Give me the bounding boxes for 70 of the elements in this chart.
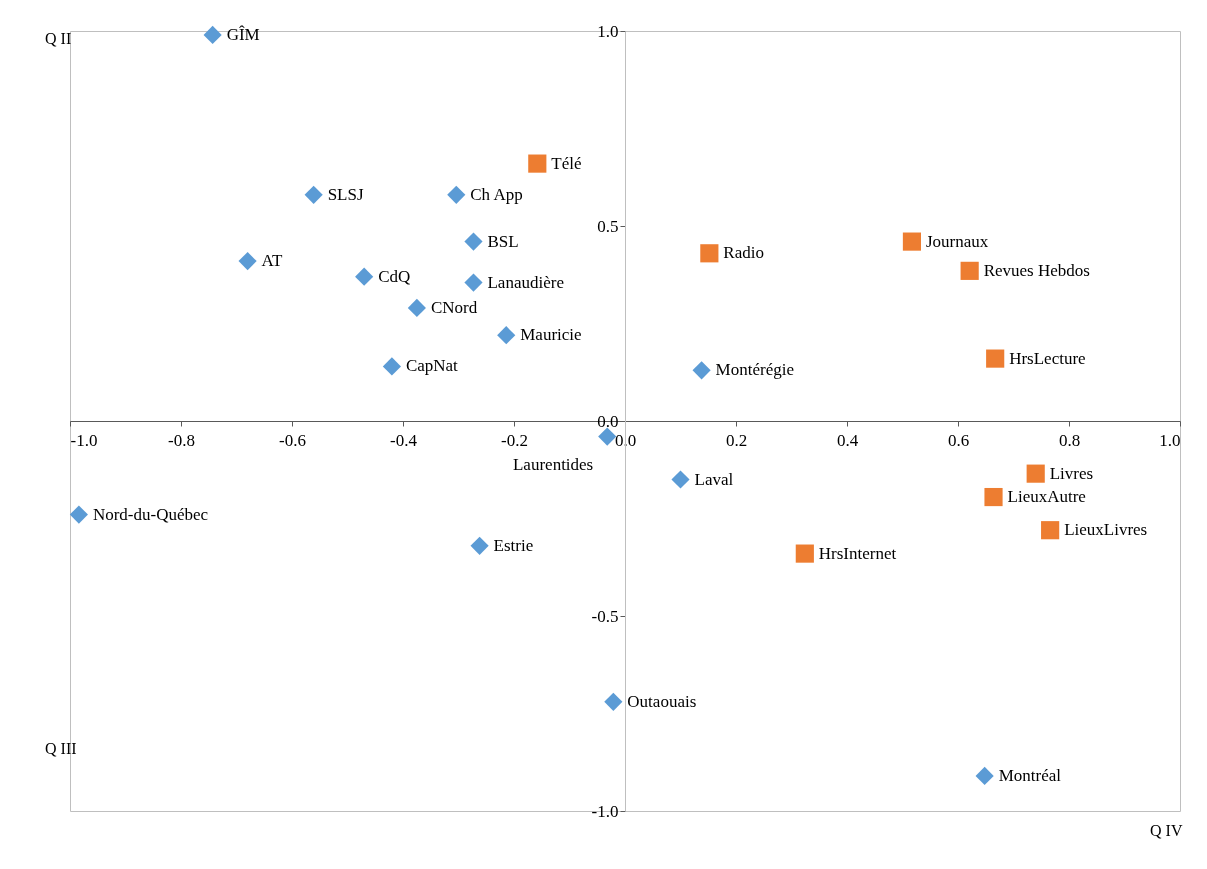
data-label: Montérégie bbox=[715, 360, 794, 380]
data-label: HrsLecture bbox=[1009, 348, 1086, 368]
point bbox=[975, 766, 994, 785]
point bbox=[671, 470, 690, 489]
data-label: Nord-du-Québec bbox=[92, 504, 209, 524]
x-tick-label: 0.4 bbox=[836, 430, 859, 450]
data-label: LieuxLivres bbox=[1064, 520, 1148, 540]
x-tick-label: 0.6 bbox=[947, 430, 970, 450]
point bbox=[447, 185, 466, 204]
data-label: CNord bbox=[430, 297, 478, 317]
data-label: BSL bbox=[487, 231, 519, 251]
data-label: Revues Hebdos bbox=[983, 260, 1090, 280]
point bbox=[304, 185, 323, 204]
data-label: GÎM bbox=[226, 24, 260, 44]
point bbox=[604, 692, 623, 711]
x-tick-label: -0.4 bbox=[390, 430, 418, 450]
data-label: LieuxAutre bbox=[1007, 487, 1086, 507]
point bbox=[598, 427, 617, 446]
data-label: CdQ bbox=[378, 266, 411, 286]
data-label: HrsInternet bbox=[818, 543, 897, 563]
data-label: Estrie bbox=[493, 535, 534, 555]
point bbox=[902, 232, 922, 251]
point bbox=[497, 326, 516, 345]
annotation: Q II bbox=[45, 30, 72, 47]
point bbox=[984, 487, 1003, 507]
data-label: CapNat bbox=[405, 356, 459, 376]
point bbox=[528, 154, 547, 173]
point bbox=[1041, 521, 1060, 540]
y-tick-label: -0.5 bbox=[591, 606, 619, 626]
data-label: Mauricie bbox=[520, 325, 582, 345]
y-tick-label: -1.0 bbox=[591, 801, 619, 821]
point bbox=[692, 361, 711, 380]
x-tick-label: 1.0 bbox=[1159, 430, 1181, 450]
data-label: Laurentides bbox=[512, 454, 594, 474]
point bbox=[795, 544, 814, 563]
data-label: Lanaudière bbox=[487, 272, 564, 292]
data-label: Livres bbox=[1049, 463, 1094, 483]
x-tick-label: -0.2 bbox=[501, 430, 528, 450]
data-label: Outaouais bbox=[627, 691, 697, 711]
data-label: SLSJ bbox=[327, 184, 364, 204]
data-label: Télé bbox=[551, 153, 582, 173]
point bbox=[203, 25, 222, 44]
data-label: AT bbox=[261, 251, 283, 271]
point bbox=[69, 505, 88, 524]
x-tick-label: -0.8 bbox=[168, 430, 195, 450]
x-tick-label: 0.2 bbox=[725, 430, 748, 450]
point bbox=[382, 357, 401, 376]
data-label: Radio bbox=[723, 243, 764, 263]
y-tick-label: 0.5 bbox=[597, 216, 619, 236]
y-tick-label: 1.0 bbox=[597, 21, 619, 41]
text: Q IV bbox=[1150, 822, 1183, 839]
data-label: Laval bbox=[694, 469, 734, 489]
x-tick-label: 0.8 bbox=[1058, 430, 1081, 450]
point bbox=[1026, 464, 1045, 483]
point bbox=[986, 349, 1005, 368]
x-tick-label: -1.0 bbox=[70, 430, 98, 450]
point bbox=[700, 244, 719, 263]
x-tick-label: -0.6 bbox=[279, 430, 306, 450]
x-tick-label: 0.0 bbox=[614, 430, 637, 450]
point bbox=[960, 261, 979, 280]
data-label: Journaux bbox=[925, 231, 989, 251]
annotation: Q III bbox=[45, 740, 77, 757]
point bbox=[238, 252, 257, 271]
point bbox=[464, 273, 483, 292]
data-label: Montréal bbox=[998, 765, 1062, 785]
point bbox=[470, 536, 489, 555]
point bbox=[464, 232, 483, 251]
point bbox=[407, 298, 426, 317]
point bbox=[355, 267, 374, 286]
data-label: Ch App bbox=[470, 184, 523, 204]
